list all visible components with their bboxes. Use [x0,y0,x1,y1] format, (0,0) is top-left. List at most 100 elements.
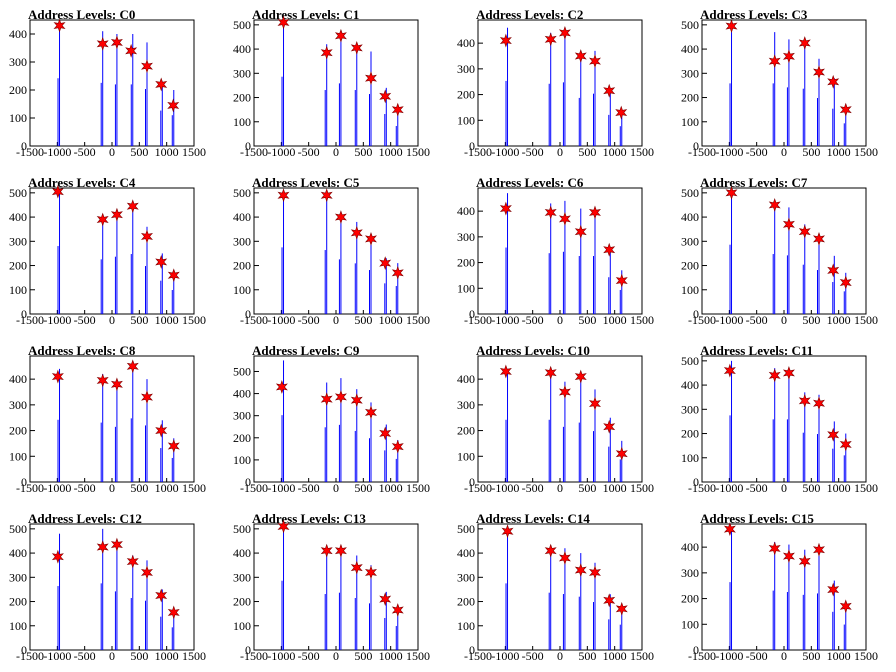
plot-frame [701,187,867,315]
x-tick-label: 0 [109,145,115,159]
y-tick-label: 200 [457,256,475,270]
x-tick-label: 500 [130,649,148,663]
x-tick-label: 1000 [827,649,851,663]
y-tick-label: 400 [457,36,475,50]
chart-title: Address Levels: C7 [700,175,808,190]
x-tick-label: 1500 [406,145,430,159]
peak-marker [839,437,852,452]
y-tick-label: 400 [457,372,475,386]
x-tick-label: -1500 [16,481,44,495]
plot-frame [701,523,867,651]
x-tick-label: -1000 [43,145,71,159]
x-tick-label: -500 [298,481,320,495]
peak-marker [812,396,825,411]
chart-panel: Address Levels: C10 0 100 200 300 400 -1500 -10… [457,343,654,495]
x-tick-label: 1000 [603,313,627,327]
x-tick-label: -1000 [267,649,295,663]
y-tick-label: 0 [469,475,475,489]
peak-marker [798,554,811,569]
x-tick-label: -1000 [267,313,295,327]
y-tick-label: 0 [469,139,475,153]
peak-marker [574,49,587,63]
peak-marker [839,275,852,290]
peak-marker [275,380,288,394]
peak-marker [155,77,168,92]
chart-panel: Address Levels: C70100200300400500-1500-… [681,175,878,327]
y-tick-label: 100 [233,115,251,129]
peak-marker [110,35,123,50]
x-tick-label: 1000 [155,313,179,327]
peak-marker [126,199,139,214]
y-tick-label: 300 [233,409,251,423]
y-tick-label: 200 [681,259,699,273]
peak-marker [334,28,347,43]
x-tick-label: 0 [557,481,563,495]
chart-panel: Address Levels: C50100200300400500-1500-… [233,175,430,327]
y-tick-label: 0 [21,307,27,321]
peak-marker [391,265,404,280]
y-tick-label: 200 [681,91,699,105]
peak-marker [782,217,795,232]
peak-marker [110,537,123,552]
plot-frame [253,355,419,483]
y-tick-label: 300 [457,230,475,244]
peak-marker [839,599,852,614]
peak-marker [615,446,628,461]
x-tick-label: 0 [109,313,115,327]
y-tick-label: 0 [693,475,699,489]
peak-marker [126,359,139,374]
y-tick-label: 0 [245,475,251,489]
y-tick-label: 400 [9,210,27,224]
peak-marker [167,605,180,620]
y-tick-label: 200 [9,83,27,97]
chart-panel: Address Levels: C2 0 100 200 300 400 -1500 -100… [457,7,654,159]
y-tick-label: 100 [681,283,699,297]
peak-marker [53,18,66,33]
y-tick-label: 0 [21,139,27,153]
y-tick-label: 500 [681,18,699,32]
x-tick-label: 0 [109,481,115,495]
y-tick-label: 500 [233,186,251,200]
y-tick-label: 100 [233,453,251,467]
y-tick-label: 100 [233,619,251,633]
peak-marker [379,592,392,607]
peak-marker [379,89,392,104]
y-tick-label: 400 [233,387,251,401]
chart-panel: Address Levels: C11 0 100 200 300 400 500 -1500… [681,343,878,495]
y-tick-label: 0 [693,139,699,153]
y-tick-label: 100 [9,619,27,633]
peak-marker [96,36,109,51]
x-tick-label: 500 [578,145,596,159]
peak-marker [827,427,840,442]
y-tick-label: 0 [469,643,475,657]
x-tick-label: 1500 [630,145,654,159]
y-tick-label: 400 [681,378,699,392]
peak-marker [379,256,392,271]
y-tick-label: 500 [9,522,27,536]
y-tick-label: 400 [233,210,251,224]
peak-marker [167,268,180,283]
peak-marker [167,439,180,453]
peak-marker [588,565,601,580]
x-tick-label: 1500 [854,481,878,495]
x-tick-label: -500 [522,649,544,663]
peak-marker [334,389,347,404]
y-tick-label: 0 [245,307,251,321]
x-tick-label: -1500 [464,649,492,663]
peak-marker [110,207,123,222]
y-tick-label: 200 [233,431,251,445]
x-tick-label: 1000 [155,145,179,159]
peak-marker [603,419,616,434]
plot-frame [29,523,195,651]
y-tick-label: 0 [469,307,475,321]
y-tick-label: 400 [681,540,699,554]
peak-marker [96,540,109,554]
y-tick-label: 300 [233,570,251,584]
chart-panel: Address Levels: C30100200300400500-1500-… [681,7,878,159]
peak-marker [350,225,363,240]
chart-title: Address Levels: C15 [700,511,814,526]
x-tick-label: -500 [298,649,320,663]
peak-marker [277,15,290,30]
y-tick-label: 100 [9,283,27,297]
